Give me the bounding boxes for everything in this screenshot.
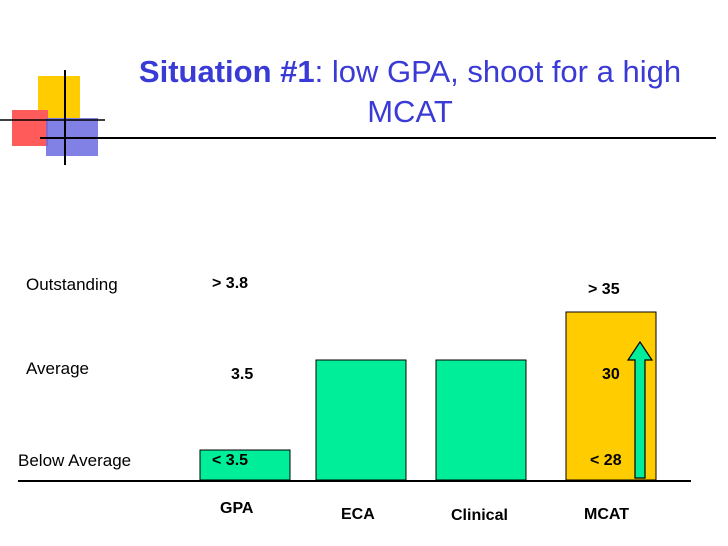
category-label-mcat: MCAT bbox=[584, 506, 630, 523]
mcat-below-average-value: < 28 bbox=[590, 452, 622, 469]
page-title: Situation #1: low GPA, shoot for a high … bbox=[110, 52, 710, 132]
gpa-below-average-value: < 3.5 bbox=[212, 452, 249, 469]
up-arrow-icon bbox=[626, 340, 654, 479]
category-label-clinical: Clinical bbox=[451, 507, 508, 524]
logo-red-square bbox=[12, 110, 48, 146]
bar-clinical bbox=[435, 359, 527, 481]
mcat-outstanding-value: > 35 bbox=[588, 281, 620, 298]
page-title-rest: : low GPA, shoot for a high MCAT bbox=[314, 54, 682, 129]
category-label-eca: ECA bbox=[341, 506, 375, 523]
bar-gpa bbox=[199, 449, 291, 481]
title-underline bbox=[40, 137, 716, 139]
gpa-average-value: 3.5 bbox=[231, 366, 254, 383]
level-label-average: Average bbox=[26, 359, 90, 378]
mcat-average-value: 30 bbox=[602, 366, 620, 383]
bar-eca bbox=[315, 359, 407, 481]
gpa-outstanding-value: > 3.8 bbox=[212, 275, 249, 292]
page-title-bold: Situation #1 bbox=[138, 54, 315, 89]
chart-baseline bbox=[18, 480, 691, 482]
level-label-outstanding: Outstanding bbox=[26, 275, 118, 294]
category-label-gpa: GPA bbox=[220, 500, 254, 517]
level-label-below-average: Below Average bbox=[18, 451, 132, 470]
